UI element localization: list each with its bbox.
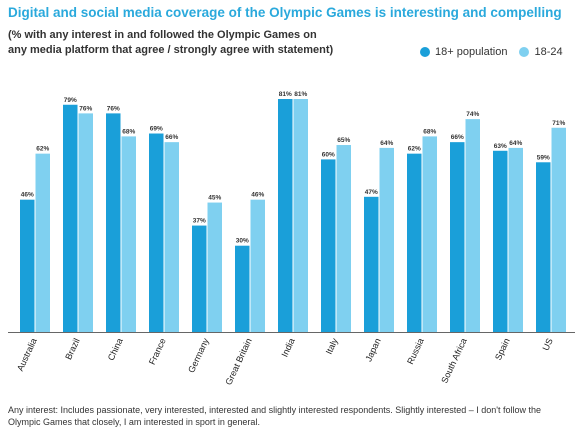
data-label-india-18-24: 81% [294, 91, 307, 98]
bar-us-18-plus [536, 162, 551, 332]
data-label-south-africa-18-plus: 66% [451, 134, 464, 141]
bar-germany-18-24 [207, 202, 222, 332]
bar-great-britain-18-24 [250, 199, 265, 332]
chart-subtitle: (% with any interest in and followed the… [8, 29, 334, 56]
data-label-germany-18-plus: 37% [193, 218, 206, 225]
data-label-brazil-18-plus: 79% [64, 97, 77, 104]
bar-chart: 46%62%Australia79%76%Brazil76%68%China69… [8, 91, 575, 387]
data-label-italy-18-plus: 60% [322, 151, 335, 158]
bar-japan-18-24 [379, 147, 394, 332]
bar-france-18-24 [164, 142, 179, 332]
tick-label-france: France [147, 337, 168, 367]
bar-india-18-plus [278, 99, 293, 332]
bar-us-18-24 [551, 127, 566, 332]
bar-spain-18-plus [493, 150, 508, 332]
tick-label-china: China [106, 337, 125, 363]
data-label-france-18-plus: 69% [150, 126, 163, 133]
tick-label-us: US [540, 337, 554, 353]
chart-title: Digital and social media coverage of the… [8, 5, 562, 20]
chart-legend: 18+ population 18-24 [420, 46, 563, 58]
legend-label-18-24: 18-24 [534, 46, 563, 58]
tick-label-japan: Japan [363, 337, 382, 363]
data-label-great-britain-18-24: 46% [251, 192, 264, 199]
legend-label-18-plus: 18+ population [435, 46, 508, 58]
data-label-china-18-24: 68% [122, 128, 135, 135]
chart-footnote: Any interest: Includes passionate, very … [8, 405, 542, 427]
data-label-china-18-plus: 76% [107, 105, 120, 112]
legend-swatch-18-24 [519, 47, 530, 57]
bar-australia-18-24 [35, 153, 50, 332]
bar-south-africa-18-24 [465, 119, 480, 332]
bar-russia-18-24 [422, 136, 437, 332]
data-label-great-britain-18-plus: 30% [236, 238, 249, 245]
data-label-brazil-18-24: 76% [79, 105, 92, 112]
bar-france-18-plus [149, 133, 164, 332]
bar-italy-18-plus [321, 159, 336, 332]
data-label-australia-18-plus: 46% [21, 192, 34, 199]
data-label-india-18-plus: 81% [279, 91, 292, 98]
bar-spain-18-24 [508, 147, 523, 332]
data-label-russia-18-24: 68% [423, 128, 436, 135]
tick-label-brazil: Brazil [63, 337, 82, 362]
tick-label-great-britain: Great Britain [223, 337, 253, 387]
bar-brazil-18-24 [78, 113, 93, 332]
data-label-spain-18-plus: 63% [494, 143, 507, 150]
data-label-russia-18-plus: 62% [408, 146, 421, 153]
legend-swatch-18-plus [420, 47, 430, 57]
data-label-us-18-plus: 59% [537, 154, 550, 161]
tick-label-russia: Russia [405, 337, 426, 366]
bar-brazil-18-plus [63, 104, 78, 333]
data-label-japan-18-24: 64% [380, 140, 393, 147]
data-label-germany-18-24: 45% [208, 195, 221, 202]
data-label-france-18-24: 66% [165, 134, 178, 141]
legend-item-18-plus: 18+ population [420, 46, 507, 58]
bar-india-18-24 [293, 99, 308, 332]
bar-germany-18-plus [192, 225, 207, 332]
data-label-spain-18-24: 64% [509, 140, 522, 147]
data-label-australia-18-24: 62% [36, 146, 49, 153]
bar-australia-18-plus [20, 199, 35, 332]
bar-china-18-24 [121, 136, 136, 332]
data-label-japan-18-plus: 47% [365, 189, 378, 196]
bar-south-africa-18-plus [450, 142, 465, 332]
tick-label-italy: Italy [324, 336, 340, 356]
bar-great-britain-18-plus [235, 245, 250, 332]
bar-china-18-plus [106, 113, 121, 332]
bar-japan-18-plus [364, 196, 379, 332]
legend-item-18-24: 18-24 [519, 46, 563, 58]
tick-label-india: India [279, 337, 296, 359]
bar-russia-18-plus [407, 153, 422, 332]
data-label-italy-18-24: 65% [337, 137, 350, 144]
tick-label-australia: Australia [15, 337, 39, 373]
tick-label-germany: Germany [186, 336, 211, 374]
tick-label-spain: Spain [493, 337, 512, 362]
tick-label-south-africa: South Africa [439, 337, 469, 385]
data-label-south-africa-18-24: 74% [466, 111, 479, 118]
bar-italy-18-24 [336, 145, 351, 332]
data-label-us-18-24: 71% [552, 120, 565, 127]
